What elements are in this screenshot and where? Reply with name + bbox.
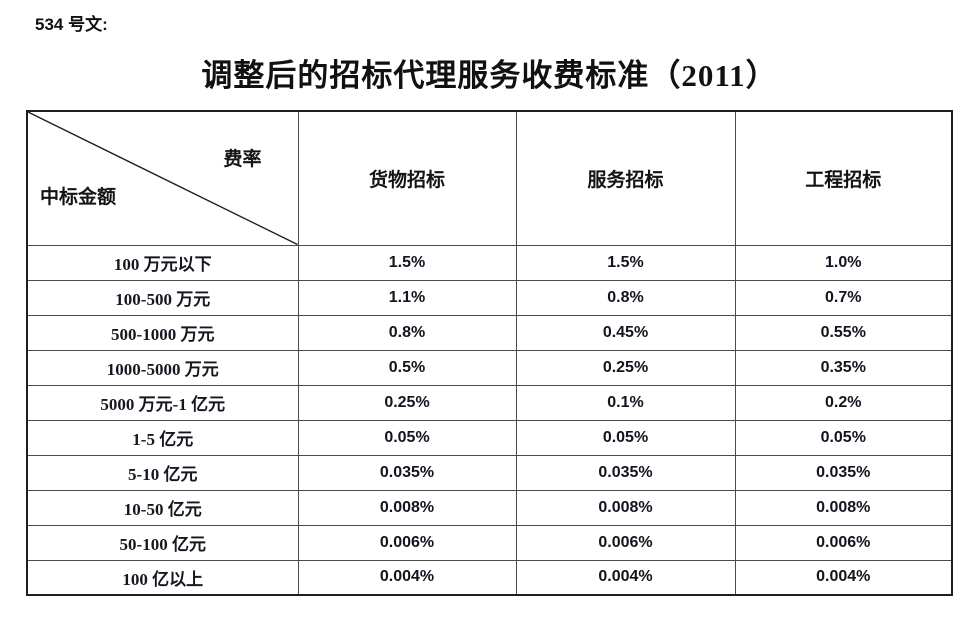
rate-engineering: 0.35% [734,349,953,386]
rate-service: 0.8% [515,279,736,316]
table-row: 100-500 万元 1.1% 0.8% 0.7% [26,279,953,316]
amount-range: 1000-5000 万元 [26,349,299,386]
rate-service: 0.05% [515,419,736,456]
rate-goods: 0.5% [297,349,517,386]
table-row: 100 万元以下 1.5% 1.5% 1.0% [26,244,953,281]
rate-service: 0.45% [515,314,736,351]
amount-range: 5-10 亿元 [26,454,299,491]
rate-engineering: 0.55% [734,314,953,351]
table-row: 50-100 亿元 0.006% 0.006% 0.006% [26,524,953,561]
doc-number: 534 号文: [35,15,108,34]
rate-engineering: 0.035% [734,454,953,491]
corner-label-bid-amount: 中标金额 [40,186,117,208]
rate-engineering: 0.2% [734,384,953,421]
rate-goods: 0.004% [297,559,517,596]
fee-rate-table: 费率 中标金额 货物招标 服务招标 工程招标 100 万元以下 1.5% 1.5… [26,110,953,596]
table-row: 1-5 亿元 0.05% 0.05% 0.05% [26,419,953,456]
rate-goods: 1.1% [297,279,517,316]
rate-service: 0.25% [515,349,736,386]
table-row: 5000 万元-1 亿元 0.25% 0.1% 0.2% [26,384,953,421]
page-title: 调整后的招标代理服务收费标准（2011） [201,58,778,93]
amount-range: 500-1000 万元 [26,314,299,351]
rate-goods: 0.25% [297,384,517,421]
table-row: 500-1000 万元 0.8% 0.45% 0.55% [26,314,953,351]
rate-engineering: 0.7% [734,279,953,316]
rate-goods: 0.035% [297,454,517,491]
amount-range: 10-50 亿元 [26,489,299,526]
diagonal-corner-cell: 费率 中标金额 [26,110,299,246]
rate-goods: 0.05% [297,419,517,456]
rate-engineering: 1.0% [734,244,953,281]
rate-goods: 0.006% [297,524,517,561]
rate-engineering: 0.008% [734,489,953,526]
column-header-service: 服务招标 [515,110,736,246]
table-row: 100 亿以上 0.004% 0.004% 0.004% [26,559,953,596]
table-row: 1000-5000 万元 0.5% 0.25% 0.35% [26,349,953,386]
amount-range: 100 亿以上 [26,559,299,596]
rate-service: 0.035% [515,454,736,491]
rate-service: 1.5% [515,244,736,281]
rate-goods: 1.5% [297,244,517,281]
rate-goods: 0.8% [297,314,517,351]
amount-range: 1-5 亿元 [26,419,299,456]
amount-range: 100-500 万元 [26,279,299,316]
diagonal-divider-line [28,112,298,245]
column-header-engineering: 工程招标 [734,110,953,246]
rate-engineering: 0.05% [734,419,953,456]
rate-service: 0.004% [515,559,736,596]
column-header-goods: 货物招标 [297,110,517,246]
rate-service: 0.008% [515,489,736,526]
corner-label-fee-rate: 费率 [223,149,262,170]
rate-engineering: 0.006% [734,524,953,561]
rate-service: 0.006% [515,524,736,561]
amount-range: 100 万元以下 [26,244,299,281]
table-row: 10-50 亿元 0.008% 0.008% 0.008% [26,489,953,526]
table-row: 5-10 亿元 0.035% 0.035% 0.035% [26,454,953,491]
table-header-row: 费率 中标金额 货物招标 服务招标 工程招标 [26,110,953,246]
rate-engineering: 0.004% [734,559,953,596]
rate-goods: 0.008% [297,489,517,526]
rate-service: 0.1% [515,384,736,421]
amount-range: 5000 万元-1 亿元 [26,384,299,421]
amount-range: 50-100 亿元 [26,524,299,561]
